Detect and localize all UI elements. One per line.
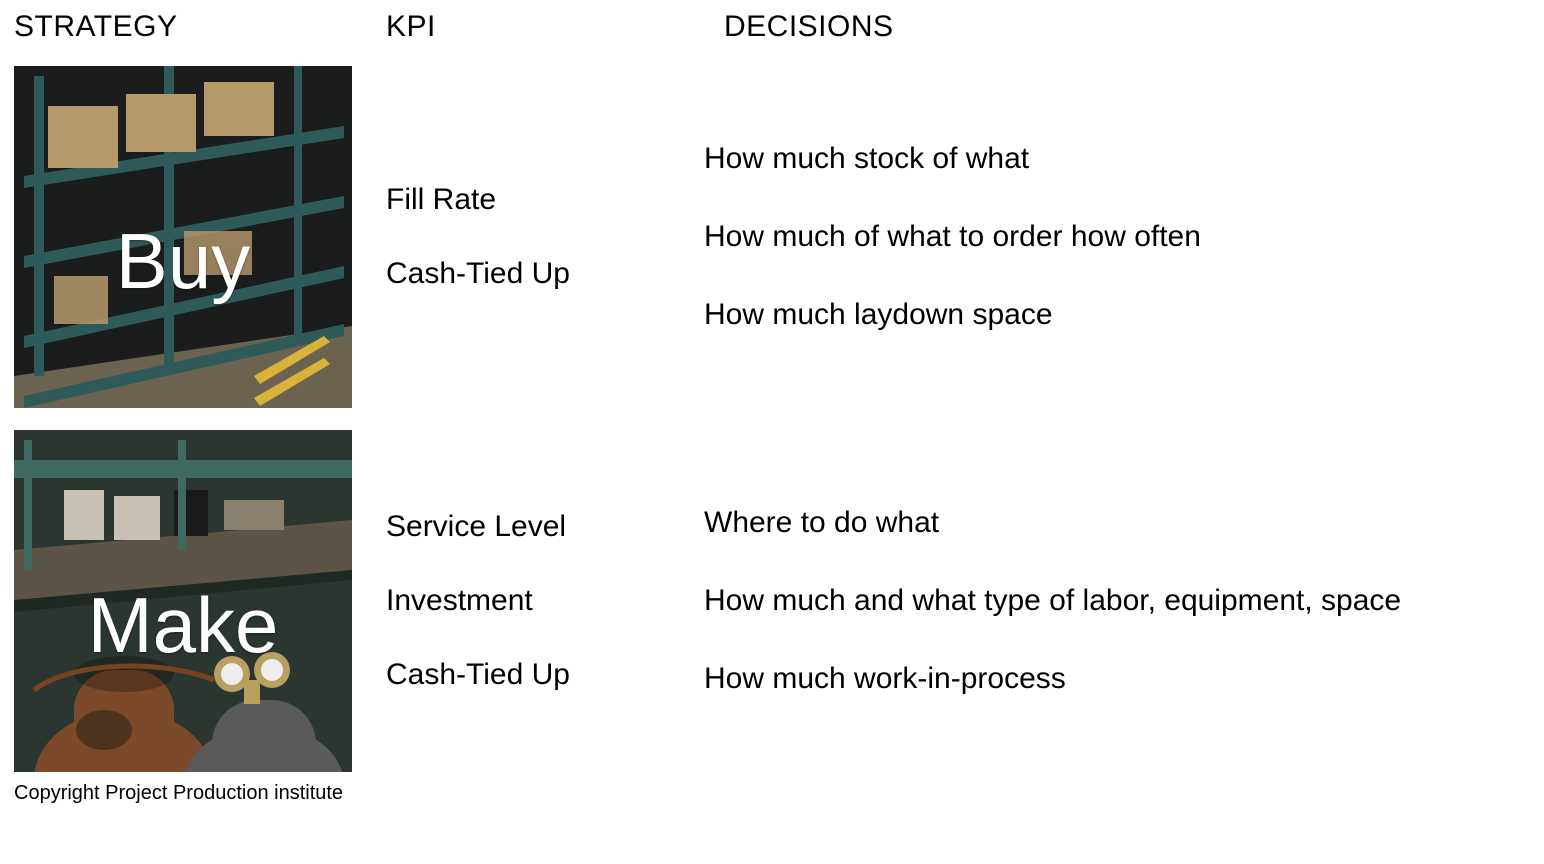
kpi-list-buy: Fill Rate Cash-Tied Up [386, 66, 570, 408]
decisions-list-make: Where to do what How much and what type … [704, 430, 1401, 772]
header-strategy: STRATEGY [14, 10, 366, 44]
strategy-label-make: Make [14, 580, 352, 671]
kpi-item: Fill Rate [386, 183, 570, 217]
decision-item: How much work-in-process [704, 662, 1401, 696]
decision-item: How much and what type of labor, equipme… [704, 584, 1401, 618]
strategy-image-buy: Buy [14, 66, 352, 408]
kpi-item: Cash-Tied Up [386, 257, 570, 291]
kpi-item: Service Level [386, 510, 570, 544]
kpi-list-make: Service Level Investment Cash-Tied Up [386, 430, 570, 772]
decision-item: How much stock of what [704, 142, 1201, 176]
kpi-item: Cash-Tied Up [386, 658, 570, 692]
strategy-label-buy: Buy [14, 216, 352, 307]
kpi-item: Investment [386, 584, 570, 618]
decision-item: Where to do what [704, 506, 1401, 540]
decision-item: How much laydown space [704, 298, 1201, 332]
copyright-text: Copyright Project Production institute [14, 782, 343, 805]
decisions-list-buy: How much stock of what How much of what … [704, 66, 1201, 408]
header-kpi: KPI [386, 10, 704, 44]
strategy-image-make: Make [14, 430, 352, 772]
decision-item: How much of what to order how often [704, 220, 1201, 254]
header-decisions: DECISIONS [724, 10, 1530, 44]
